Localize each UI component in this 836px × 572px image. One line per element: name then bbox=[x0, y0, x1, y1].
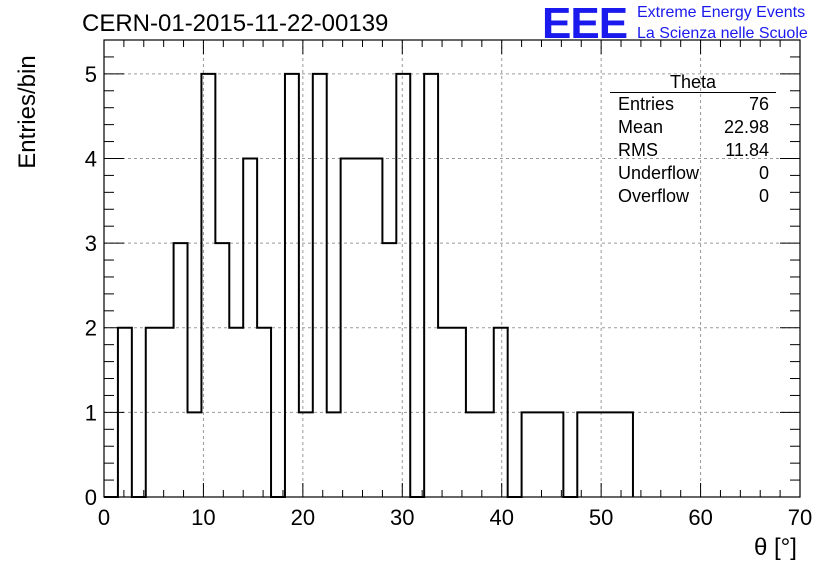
y-tick-label: 1 bbox=[85, 400, 97, 425]
y-tick-label: 2 bbox=[85, 316, 97, 341]
plot-frame bbox=[103, 39, 801, 498]
x-tick-label: 30 bbox=[390, 505, 414, 530]
stats-value: 11.84 bbox=[725, 140, 769, 160]
y-tick-label: 4 bbox=[85, 146, 97, 171]
stats-box: Theta Entries 76 Mean 22.98 RMS 11.84 Under… bbox=[610, 72, 776, 208]
x-tick-label: 50 bbox=[589, 505, 613, 530]
stats-label: Overflow bbox=[618, 186, 690, 206]
stats-label: Underflow bbox=[618, 163, 700, 183]
x-tick-label: 0 bbox=[98, 505, 110, 530]
y-tick-label: 5 bbox=[85, 62, 97, 87]
stats-value: 0 bbox=[758, 186, 769, 206]
stats-row-underflow: Underflow 0 bbox=[610, 162, 776, 185]
y-tick-label: 3 bbox=[85, 231, 97, 256]
stats-value: 0 bbox=[758, 163, 769, 183]
logo-line2: La Scienza nelle Scuole bbox=[637, 25, 808, 42]
chart-title: CERN-01-2015-11-22-00139 bbox=[82, 10, 389, 37]
x-tick-label: 40 bbox=[489, 505, 513, 530]
stats-row-mean: Mean 22.98 bbox=[610, 116, 776, 139]
stats-value: 76 bbox=[748, 94, 769, 114]
eee-logo: EEE bbox=[542, 0, 628, 48]
stats-title: Theta bbox=[610, 72, 776, 93]
stats-value: 22.98 bbox=[723, 117, 769, 137]
logo-line1: Extreme Energy Events bbox=[637, 4, 806, 21]
x-tick-label: 60 bbox=[688, 505, 712, 530]
stats-row-entries: Entries 76 bbox=[610, 93, 776, 116]
stats-row-rms: RMS 11.84 bbox=[610, 139, 776, 162]
stats-label: Entries bbox=[618, 94, 675, 114]
stats-row-overflow: Overflow 0 bbox=[610, 185, 776, 208]
x-axis-label: θ [°] bbox=[754, 534, 797, 561]
x-tick-label: 10 bbox=[191, 505, 215, 530]
stats-label: RMS bbox=[618, 140, 658, 160]
x-tick-label: 20 bbox=[291, 505, 315, 530]
histogram-series bbox=[104, 72, 634, 498]
x-tick-label: 70 bbox=[788, 505, 812, 530]
y-axis-label: Entries/bin bbox=[14, 55, 41, 169]
stats-label: Mean bbox=[618, 117, 664, 137]
y-tick-label: 0 bbox=[85, 485, 97, 510]
